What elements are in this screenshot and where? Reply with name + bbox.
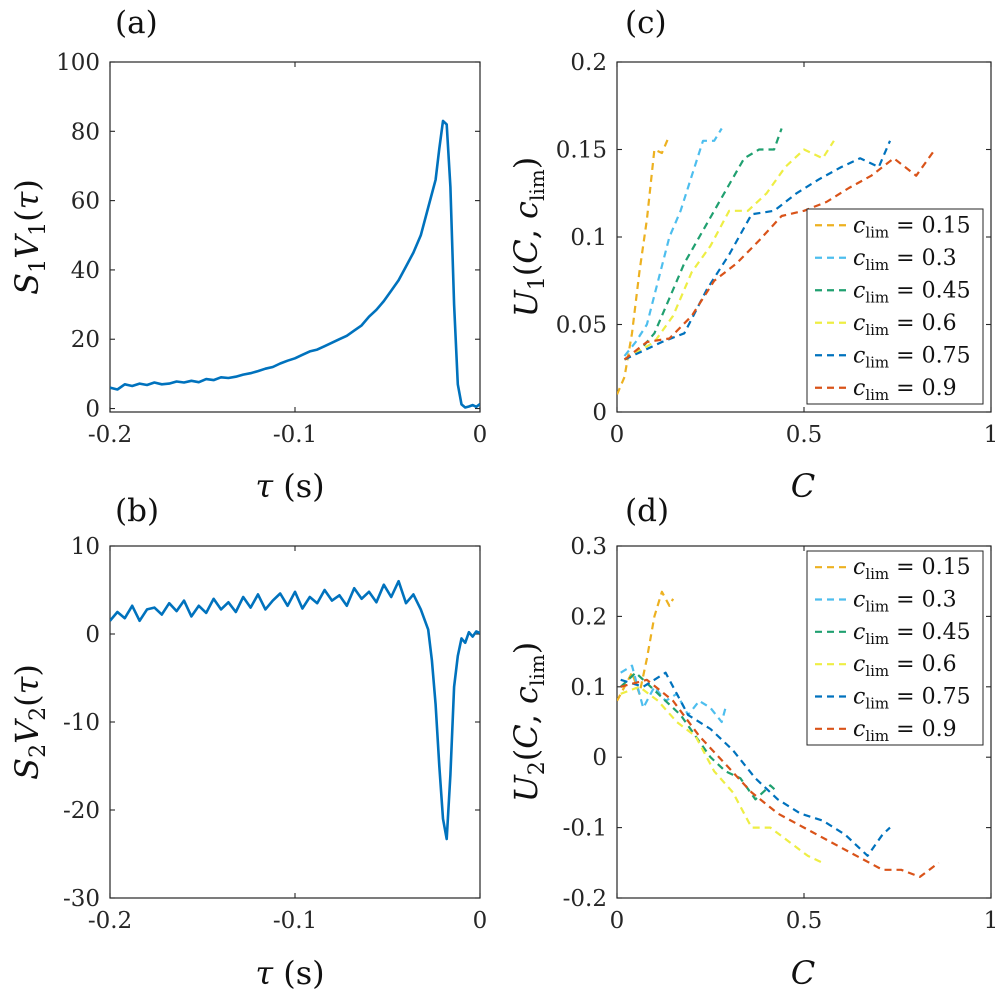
x-tick-label: 0: [610, 908, 625, 934]
y-axis-label: S1V1(τ): [8, 179, 51, 295]
legend-entry: clim = 0.45: [853, 620, 971, 648]
y-tick-label: 100: [56, 50, 100, 76]
legend-entry: clim = 0.9: [853, 376, 957, 404]
x-tick-label: -0.2: [88, 908, 132, 934]
x-tick-label: 0: [610, 422, 625, 448]
y-tick-label: 40: [71, 258, 100, 284]
series-line-1: [110, 579, 480, 841]
legend: clim = 0.15 clim = 0.3 clim = 0.45 clim = 0…: [806, 208, 984, 405]
series-line-1: [617, 135, 671, 395]
plot-area: [109, 545, 481, 899]
x-tick-label: 1: [984, 908, 997, 934]
panel-label: (b): [115, 493, 159, 529]
series-group: [110, 579, 480, 841]
series-line-3: [623, 128, 783, 361]
y-tick-label: 0: [592, 745, 607, 771]
panel-a: -0.2 -0.1 0 0 20 40 60 80 100 (a) τ (s) S1V1(τ): [8, 5, 487, 505]
x-tick-label: -0.2: [88, 422, 132, 448]
plot-area: [109, 61, 481, 413]
series-group: [617, 590, 940, 879]
x-axis-label: τ (s): [255, 467, 324, 505]
series-line-6: [620, 678, 940, 879]
y-axis-label: U1(C, clim): [507, 157, 550, 317]
x-tick-label: 0.5: [786, 422, 823, 448]
y-tick-label: 0.3: [570, 534, 607, 560]
panel-label: (d): [625, 493, 669, 529]
y-tick-label: -0.2: [563, 886, 607, 912]
panel-d: 0 0.5 1 -0.2 -0.1 0 0.1 0.2 0.3 (d) C U2(C, clim) cl…: [507, 493, 997, 992]
x-tick-label: 0: [473, 908, 488, 934]
y-tick-label: 0.1: [570, 675, 607, 701]
legend: clim = 0.15 clim = 0.3 clim = 0.45 clim = 0…: [806, 550, 984, 746]
y-tick-label: 0.2: [570, 604, 607, 630]
series-line-4: [623, 140, 835, 361]
panel-label: (c): [625, 5, 667, 41]
legend-entry: clim = 0.3: [853, 246, 957, 274]
series-line-2: [623, 127, 723, 357]
series-group: [617, 127, 936, 395]
legend-entry: clim = 0.3: [853, 588, 957, 616]
x-tick-label: 1: [984, 422, 997, 448]
y-tick-label: 10: [71, 534, 100, 560]
series-line-4: [620, 685, 824, 864]
y-tick-label: 20: [71, 327, 100, 353]
y-tick-label: -30: [63, 886, 100, 912]
x-tick-label: -0.1: [273, 422, 317, 448]
y-tick-label: 0: [592, 400, 607, 426]
legend-entry: clim = 0.45: [853, 278, 971, 306]
y-tick-label: 80: [71, 119, 100, 145]
panel-c: 0 0.5 1 0 0.05 0.1 0.15 0.2 (c) C U1(C, clim) clim …: [507, 5, 997, 505]
series-line-5: [620, 671, 891, 857]
legend-entry: clim = 0.75: [853, 343, 971, 371]
legend-box: [806, 550, 984, 746]
x-axis-label: C: [791, 954, 815, 992]
legend-entry: clim = 0.9: [853, 717, 957, 745]
y-tick-label: 60: [71, 189, 100, 215]
legend-entry: clim = 0.6: [853, 652, 957, 680]
y-axis-label: U2(C, clim): [507, 642, 550, 802]
legend-box: [806, 208, 984, 405]
x-axis-label: τ (s): [255, 954, 324, 992]
legend-entry: clim = 0.75: [853, 685, 971, 713]
series-line-1: [617, 590, 675, 702]
series-line-6: [623, 148, 936, 361]
panel-b: -0.2 -0.1 0 -30 -20 -10 0 10 (b) τ (s) S2V2(τ): [8, 493, 487, 992]
x-tick-label: 0: [473, 422, 488, 448]
y-tick-label: 0.1: [570, 225, 607, 251]
x-axis-label: C: [791, 467, 815, 505]
panel-label: (a): [115, 5, 158, 41]
x-tick-label: -0.1: [273, 908, 317, 934]
series-group: [110, 119, 480, 409]
y-tick-label: 0.2: [570, 50, 607, 76]
y-tick-label: 0.15: [556, 138, 607, 164]
legend-entry: clim = 0.6: [853, 311, 957, 339]
y-tick-label: 0: [85, 397, 100, 423]
y-axis-label: S2V2(τ): [8, 664, 51, 780]
legend-entry: clim = 0.15: [853, 555, 971, 583]
legend-entry: clim = 0.15: [853, 213, 971, 241]
y-tick-label: -20: [63, 798, 100, 824]
series-line-1: [110, 119, 480, 409]
y-tick-label: -10: [63, 710, 100, 736]
y-tick-label: -0.1: [563, 816, 607, 842]
y-tick-label: 0.05: [556, 313, 607, 339]
x-tick-label: 0.5: [786, 908, 823, 934]
y-tick-label: 0: [85, 622, 100, 648]
